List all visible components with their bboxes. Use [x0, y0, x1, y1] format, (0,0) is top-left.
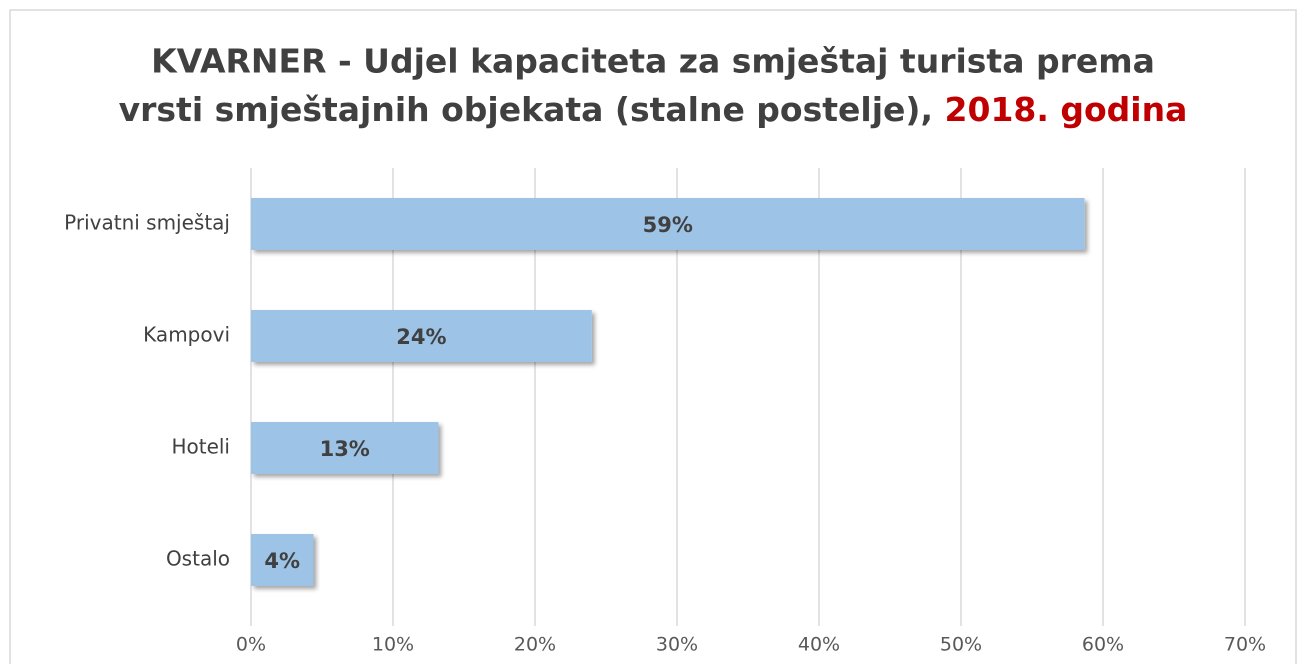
- bar: [251, 310, 592, 362]
- chart-title-highlight: 2018. godina: [945, 90, 1188, 129]
- y-tick-label: Privatni smještaj: [64, 211, 230, 235]
- x-tick-label: 10%: [372, 634, 414, 656]
- x-tick-label: 40%: [798, 634, 840, 656]
- bar: [251, 198, 1085, 250]
- x-tick-label: 30%: [656, 634, 698, 656]
- data-label: 24%: [396, 325, 446, 349]
- x-tick-label: 20%: [514, 634, 556, 656]
- data-label: 59%: [643, 213, 693, 237]
- x-tick-label: 60%: [1082, 634, 1124, 656]
- y-tick-label: Kampovi: [143, 323, 230, 347]
- data-label: 4%: [264, 549, 300, 573]
- x-tick-label: 0%: [236, 634, 266, 656]
- chart-title: KVARNER - Udjel kapaciteta za smještaj t…: [151, 42, 1155, 81]
- bar: [251, 534, 314, 586]
- x-tick-label: 70%: [1224, 634, 1266, 656]
- chart-border: [9, 9, 1297, 668]
- data-label: 13%: [320, 437, 370, 461]
- bar: [251, 422, 439, 474]
- chart-title: vrsti smještajnih objekata (stalne poste…: [119, 90, 945, 129]
- chart-title: vrsti smještajnih objekata (stalne poste…: [119, 90, 1188, 129]
- y-tick-label: Hoteli: [171, 435, 230, 459]
- x-tick-label: 50%: [940, 634, 982, 656]
- y-tick-label: Ostalo: [166, 547, 230, 571]
